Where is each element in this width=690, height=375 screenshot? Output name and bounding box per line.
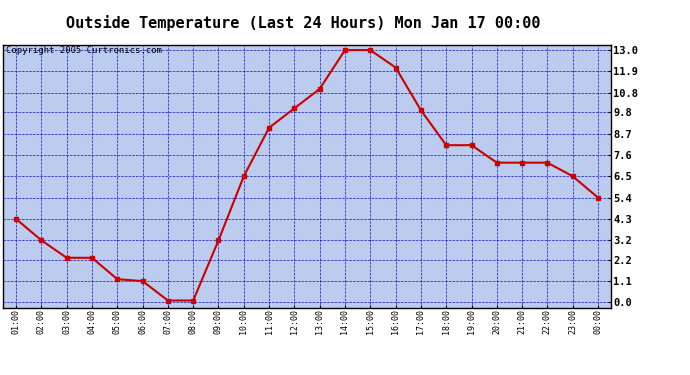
Text: Copyright 2005 Curtronics.com: Copyright 2005 Curtronics.com [6, 46, 162, 56]
Text: Outside Temperature (Last 24 Hours) Mon Jan 17 00:00: Outside Temperature (Last 24 Hours) Mon … [66, 15, 541, 31]
